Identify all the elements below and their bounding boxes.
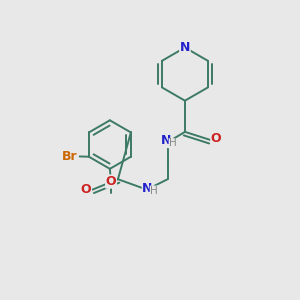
Text: N: N [180, 41, 190, 54]
Text: N: N [142, 182, 153, 195]
Text: O: O [81, 183, 92, 196]
Text: H: H [150, 186, 158, 196]
Text: N: N [161, 134, 172, 147]
Text: O: O [106, 175, 116, 188]
Text: Br: Br [62, 150, 78, 163]
Text: O: O [211, 132, 221, 145]
Text: H: H [169, 138, 177, 148]
